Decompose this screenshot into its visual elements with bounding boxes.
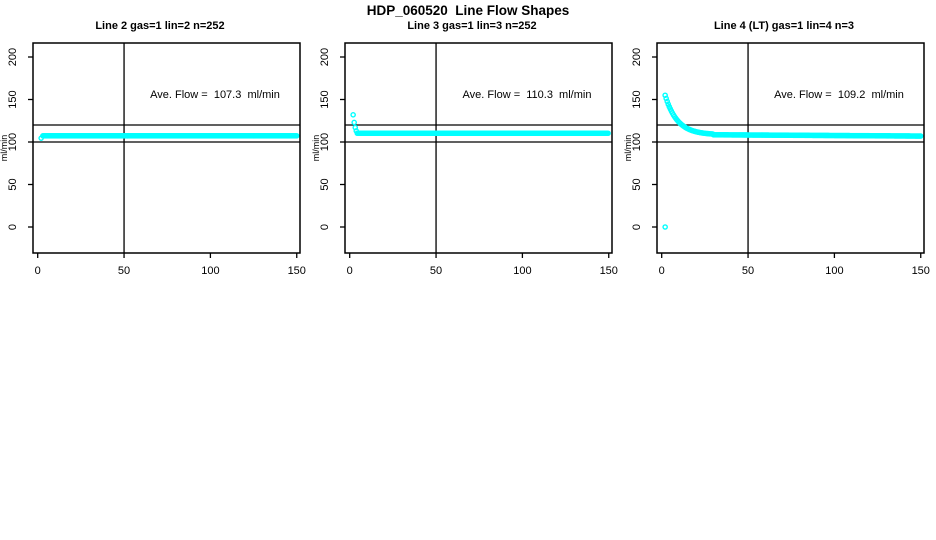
x-tick-label: 100 <box>825 265 843 277</box>
panel-line-2: 0 50 100 150 0 50 100 150 200 ml/min Line 2 gas=1… <box>0 18 312 280</box>
x-tick-label: 100 <box>201 265 219 277</box>
x-tick-label: 50 <box>742 265 754 277</box>
data-point <box>664 98 671 105</box>
ave-flow-annotation-line-2: Ave. Flow = 107.3 ml/min <box>150 89 280 101</box>
x-tick-label: 50 <box>430 265 442 277</box>
y-tick-label: 100 <box>7 133 19 151</box>
y-tick-label: 150 <box>319 90 331 108</box>
y-tick-label: 200 <box>319 48 331 66</box>
y-axis: 0 50 100 150 200 ml/min <box>0 48 33 230</box>
x-tick-label: 150 <box>600 265 618 277</box>
x-axis: 0 50 100 150 <box>659 253 930 277</box>
data-point <box>293 133 300 139</box>
y-axis-unit-label: ml/min <box>624 135 633 162</box>
panel-title-line-2: Line 2 gas=1 lin=2 n=252 <box>95 20 225 32</box>
main-title: HDP_060520 Line Flow Shapes <box>366 3 570 18</box>
y-tick-label: 50 <box>319 178 331 190</box>
data-point <box>662 224 668 230</box>
y-tick-label: 50 <box>7 178 19 190</box>
y-axis: 0 50 100 150 200 ml/min <box>624 48 657 230</box>
data-point <box>350 112 356 118</box>
x-tick-label: 50 <box>118 265 130 277</box>
ave-flow-annotation-line-3: Ave. Flow = 110.3 ml/min <box>462 89 592 101</box>
data-point <box>351 119 357 126</box>
data-point <box>605 130 611 137</box>
plot-box <box>344 42 613 254</box>
plot-area-line-3: 0 50 100 150 0 50 100 150 200 ml/min <box>312 42 618 277</box>
y-tick-label: 150 <box>631 90 643 108</box>
x-tick-label: 150 <box>912 265 930 277</box>
x-tick-label: 0 <box>35 265 41 277</box>
y-tick-label: 200 <box>7 48 19 66</box>
y-tick-label: 0 <box>7 224 19 230</box>
plot-area-line-2: 0 50 100 150 0 50 100 150 200 ml/min <box>0 42 306 277</box>
panel-title-line-4: Line 4 (LT) gas=1 lin=4 n=3 <box>713 20 855 32</box>
y-tick-label: 50 <box>631 178 643 190</box>
panel-title-line-3: Line 3 gas=1 lin=3 n=252 <box>407 20 537 32</box>
x-tick-label: 150 <box>288 265 306 277</box>
data-series <box>38 133 300 141</box>
data-series <box>350 112 611 137</box>
plot-area-line-4: 0 50 100 150 0 50 100 150 200 ml/min <box>624 42 930 277</box>
x-tick-label: 0 <box>659 265 665 277</box>
x-tick-label: 100 <box>513 265 531 277</box>
y-tick-label: 150 <box>7 90 19 108</box>
y-axis-unit-label: ml/min <box>0 135 9 162</box>
y-axis: 0 50 100 150 200 ml/min <box>312 48 345 230</box>
x-axis: 0 50 100 150 <box>347 253 618 277</box>
data-point <box>663 95 669 102</box>
panel-line-4: 0 50 100 150 0 50 100 150 200 ml/min Line 4 (LT) … <box>624 18 936 280</box>
x-tick-label: 0 <box>347 265 353 277</box>
plot-box <box>656 42 925 254</box>
y-tick-label: 100 <box>319 133 331 151</box>
reference-lines <box>33 43 300 253</box>
ave-flow-annotation-line-4: Ave. Flow = 109.2 ml/min <box>774 89 904 101</box>
y-tick-label: 0 <box>319 224 331 230</box>
y-tick-label: 0 <box>631 224 643 230</box>
reference-lines <box>345 43 612 253</box>
data-point <box>917 133 924 139</box>
y-tick-label: 100 <box>631 133 643 151</box>
plot-box <box>32 42 301 254</box>
data-series <box>662 92 924 230</box>
y-axis-unit-label: ml/min <box>312 135 321 162</box>
y-tick-label: 200 <box>631 48 643 66</box>
x-axis: 0 50 100 150 <box>35 253 306 277</box>
reference-lines <box>657 43 924 253</box>
panel-line-3: 0 50 100 150 0 50 100 150 200 ml/min Line 3 gas=1… <box>312 18 624 280</box>
